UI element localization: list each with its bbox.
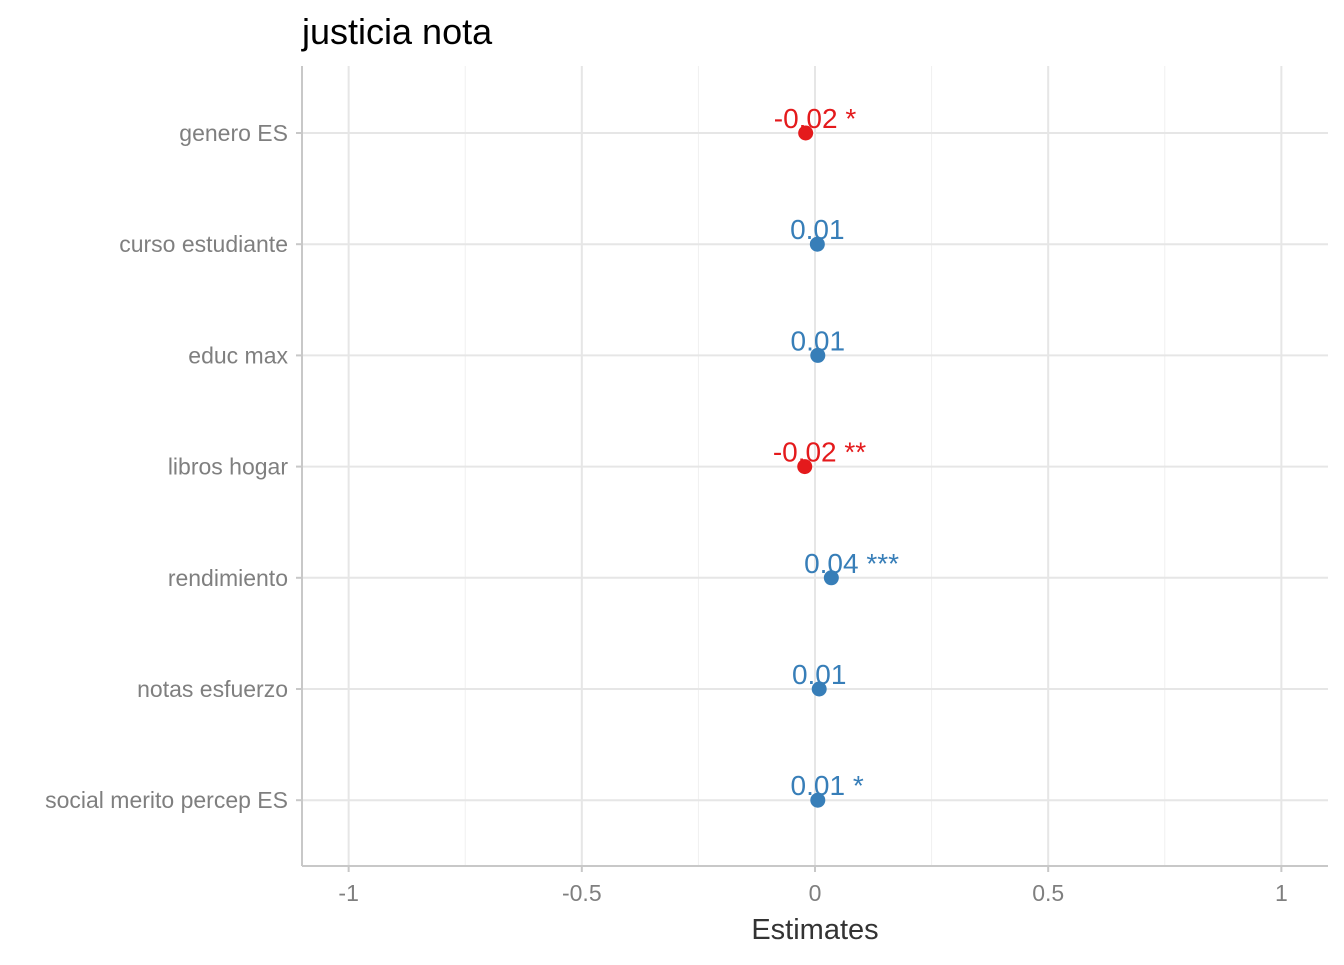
x-axis-label: Estimates: [751, 914, 878, 946]
estimate-labels: -0.02 * 0.01 0.01 -0.02 ** 0.04 *** 0.01 0.01 …: [773, 103, 899, 801]
estimate-label: 0.01 *: [791, 770, 864, 801]
estimate-label: -0.02 **: [773, 437, 866, 468]
estimate-point: [798, 125, 814, 141]
estimate-point: [809, 236, 825, 252]
x-axis-ticks: -1 -0.5 0 0.5 1: [338, 866, 1288, 906]
estimate-points: [797, 125, 839, 808]
x-tick-label: -1: [338, 880, 358, 906]
x-tick-label: 0: [809, 880, 822, 906]
estimate-label: -0.02 *: [774, 103, 857, 134]
estimate-label: 0.01: [792, 659, 847, 690]
y-tick-label: educ max: [188, 342, 288, 368]
estimate-point: [810, 792, 826, 808]
y-tick-label: genero ES: [179, 120, 288, 146]
estimate-point: [811, 681, 827, 697]
estimate-label: 0.04 ***: [804, 548, 899, 579]
y-tick-label: curso estudiante: [119, 231, 288, 257]
estimate-label: 0.01: [790, 214, 845, 245]
y-tick-label: notas esfuerzo: [137, 676, 288, 702]
y-tick-label: libros hogar: [168, 454, 289, 480]
x-tick-label: 0.5: [1032, 880, 1064, 906]
y-tick-label: rendimiento: [168, 565, 288, 591]
estimate-point: [823, 570, 839, 586]
grid-lines: [302, 66, 1328, 866]
chart-title: justicia nota: [301, 11, 493, 52]
x-tick-label: -0.5: [562, 880, 602, 906]
estimate-point: [797, 459, 813, 475]
x-tick-label: 1: [1275, 880, 1288, 906]
estimate-label: 0.01: [791, 325, 846, 356]
y-axis-ticks: genero ES curso estudiante educ max libros …: [45, 120, 302, 813]
estimate-point: [810, 347, 826, 363]
y-tick-label: social merito percep ES: [45, 787, 288, 813]
